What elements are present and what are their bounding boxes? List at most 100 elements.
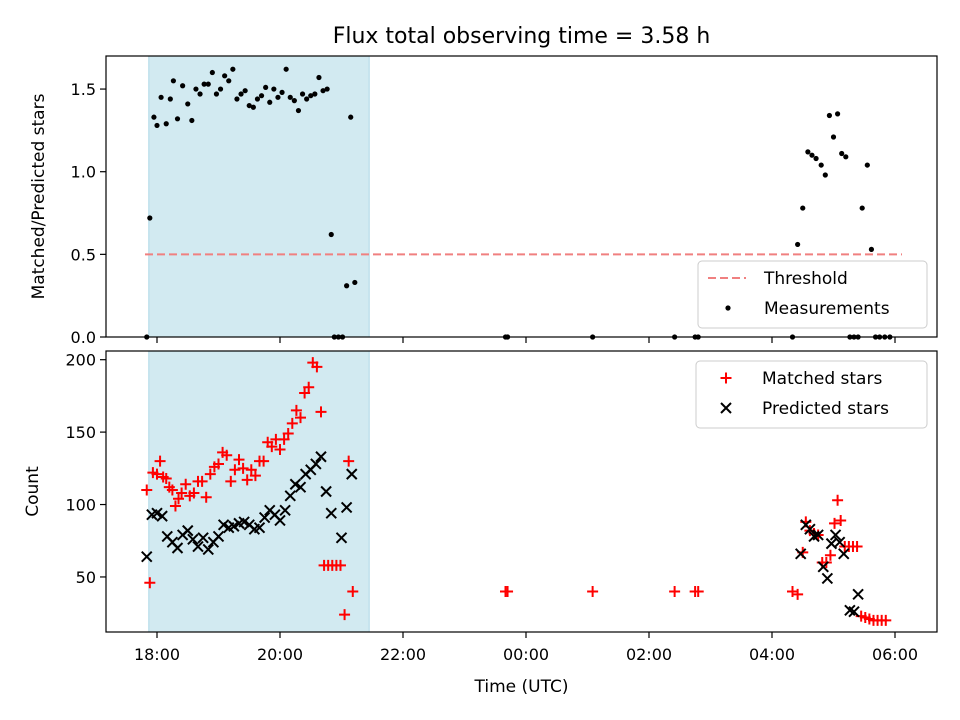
matched-star-point bbox=[832, 494, 844, 506]
bottom-observing-window bbox=[148, 350, 370, 633]
measurement-point bbox=[242, 88, 248, 94]
measurement-point bbox=[800, 205, 806, 211]
matched-star-point bbox=[502, 585, 514, 597]
matched-star-point bbox=[241, 474, 253, 486]
matched-star-point bbox=[141, 484, 153, 496]
measurement-point bbox=[170, 78, 176, 84]
matched-star-point bbox=[225, 475, 237, 487]
matched-star-point bbox=[303, 381, 315, 393]
matched-star-point bbox=[245, 464, 257, 476]
measurement-point bbox=[238, 91, 244, 97]
measurement-point bbox=[197, 91, 203, 97]
bottom-axes-box bbox=[105, 350, 938, 633]
measurement-point bbox=[725, 305, 731, 311]
x-axis-label: Time (UTC) bbox=[474, 677, 569, 697]
matched-star-point bbox=[274, 443, 286, 455]
matched-star-point bbox=[669, 585, 681, 597]
measurement-point bbox=[826, 112, 833, 119]
matched-star-point bbox=[200, 491, 212, 503]
measurement-point bbox=[279, 89, 285, 95]
measurement-point bbox=[864, 162, 870, 168]
legend-box bbox=[695, 360, 928, 429]
predicted-star-point bbox=[212, 530, 225, 543]
measurement-point bbox=[230, 66, 236, 72]
legend-label: Threshold bbox=[763, 269, 848, 289]
measurement-point bbox=[320, 88, 326, 94]
predicted-star-point bbox=[794, 548, 807, 560]
y-tick-label: 50 bbox=[76, 568, 96, 587]
measurement-point bbox=[275, 94, 281, 100]
measurement-point bbox=[167, 96, 173, 102]
measurement-point bbox=[201, 81, 207, 87]
predicted-star-point bbox=[320, 485, 332, 498]
measurement-point bbox=[193, 86, 199, 92]
legend-label: Measurements bbox=[764, 299, 890, 319]
measurement-point bbox=[209, 69, 215, 76]
predicted-star-point bbox=[346, 468, 358, 480]
measurement-point bbox=[809, 152, 815, 158]
measurement-point bbox=[226, 78, 232, 84]
predicted-star-point bbox=[192, 540, 204, 553]
matched-star-point bbox=[151, 468, 163, 480]
x-tick-label: 02:00 bbox=[626, 645, 672, 664]
matched-star-point bbox=[266, 441, 278, 453]
measurement-point bbox=[147, 215, 153, 221]
matched-star-point bbox=[282, 428, 294, 440]
measurement-point bbox=[250, 104, 256, 110]
matched-star-point bbox=[176, 487, 188, 499]
legend-label: Predicted stars bbox=[762, 399, 889, 419]
top-axes-frame bbox=[105, 55, 938, 338]
measurement-point bbox=[271, 86, 277, 92]
x-tick-label: 06:00 bbox=[872, 645, 918, 664]
bottom-legend: Matched stars Predicted stars bbox=[695, 360, 928, 429]
y-tick-label: 100 bbox=[65, 496, 96, 515]
predicted-star-point bbox=[284, 490, 296, 502]
top-legend: Threshold Measurements bbox=[697, 260, 928, 329]
matched-star-point bbox=[851, 541, 863, 553]
measurement-point bbox=[805, 149, 811, 155]
y-tick-label: 1.0 bbox=[71, 163, 96, 182]
measurement-point bbox=[158, 94, 164, 100]
measurement-point bbox=[258, 93, 265, 99]
matched-star-point bbox=[720, 372, 732, 384]
predicted-star-point bbox=[812, 529, 824, 541]
x-tick-label: 22:00 bbox=[380, 645, 426, 664]
predicted-star-point bbox=[258, 511, 271, 524]
measurement-point bbox=[868, 246, 875, 252]
bottom-panel: 50 100 150 200 18:00 20:00 22:00 00:00 02:00 04:… bbox=[23, 350, 938, 697]
measurement-point bbox=[263, 84, 269, 91]
measurement-point bbox=[174, 116, 181, 122]
measurement-point bbox=[859, 205, 865, 211]
matched-star-point bbox=[295, 412, 306, 424]
y-tick-label: 0.0 bbox=[71, 328, 96, 347]
matched-star-point bbox=[196, 475, 208, 487]
matched-star-point bbox=[290, 404, 302, 416]
predicted-star-point bbox=[310, 458, 322, 470]
measurement-point bbox=[839, 150, 845, 157]
matched-star-point bbox=[180, 478, 192, 490]
measurement-point bbox=[813, 155, 819, 162]
measurement-point bbox=[822, 172, 828, 178]
predicted-star-point bbox=[202, 543, 214, 556]
top-panel: 0.0 0.5 1.0 1.5 Flux total observing time =… bbox=[29, 24, 938, 347]
predicted-star-point bbox=[156, 510, 168, 522]
measurement-point bbox=[348, 114, 354, 120]
x-tick-label: 00:00 bbox=[503, 645, 549, 664]
predicted-star-point bbox=[294, 481, 307, 493]
predicted-star-point bbox=[274, 514, 286, 527]
top-x-ticks bbox=[156, 337, 896, 343]
predicted-star-point bbox=[141, 550, 153, 563]
measurement-point bbox=[217, 86, 224, 92]
matched-star-point bbox=[221, 449, 233, 461]
measurement-point bbox=[352, 279, 358, 286]
measurement-point bbox=[287, 94, 293, 100]
predicted-star-point bbox=[187, 533, 199, 546]
matched-star-point bbox=[692, 585, 704, 597]
matched-star-point bbox=[347, 585, 359, 597]
matched-star-point bbox=[278, 433, 290, 445]
matched-star-point bbox=[343, 455, 355, 467]
chart-title: Flux total observing time = 3.58 h bbox=[333, 24, 711, 49]
predicted-star-point bbox=[829, 529, 842, 541]
measurement-point bbox=[254, 96, 261, 102]
y-tick-label: 150 bbox=[65, 423, 96, 442]
